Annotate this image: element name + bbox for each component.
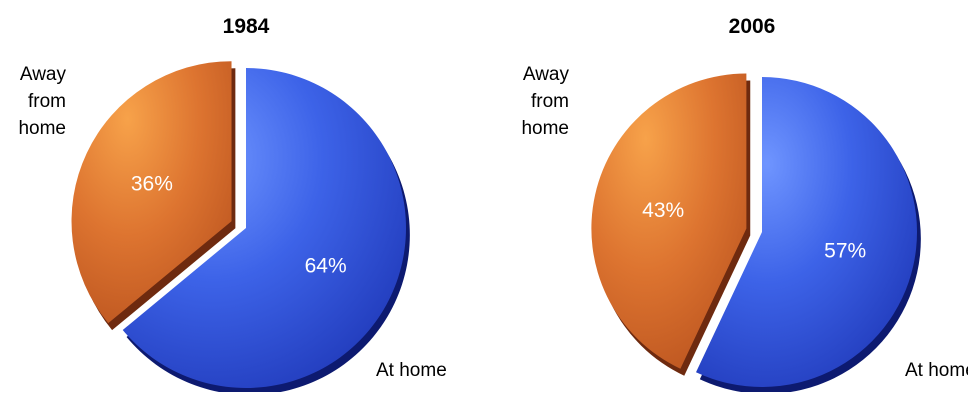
pct-label-away-from-home: 36%	[131, 173, 173, 196]
pie-slice-away-from-home	[71, 61, 232, 324]
pie-slice-at-home	[122, 68, 406, 388]
pct-label-at-home: 64%	[305, 254, 347, 277]
label-away-from-home: Away from home	[18, 64, 66, 139]
label-away-from-home: Away from home	[521, 64, 569, 139]
pie-slice-at-home	[696, 77, 918, 387]
pie-slice-away-from-home	[591, 73, 747, 369]
label-at-home: At home	[905, 360, 968, 381]
pct-label-away-from-home: 43%	[642, 199, 684, 222]
chart-title: 2006	[729, 15, 776, 38]
pie-chart-1984: 1984 64% 36% Away from home At home	[18, 15, 447, 396]
pct-label-at-home: 57%	[824, 240, 866, 263]
label-at-home: At home	[376, 360, 447, 381]
chart-title: 1984	[223, 15, 270, 38]
